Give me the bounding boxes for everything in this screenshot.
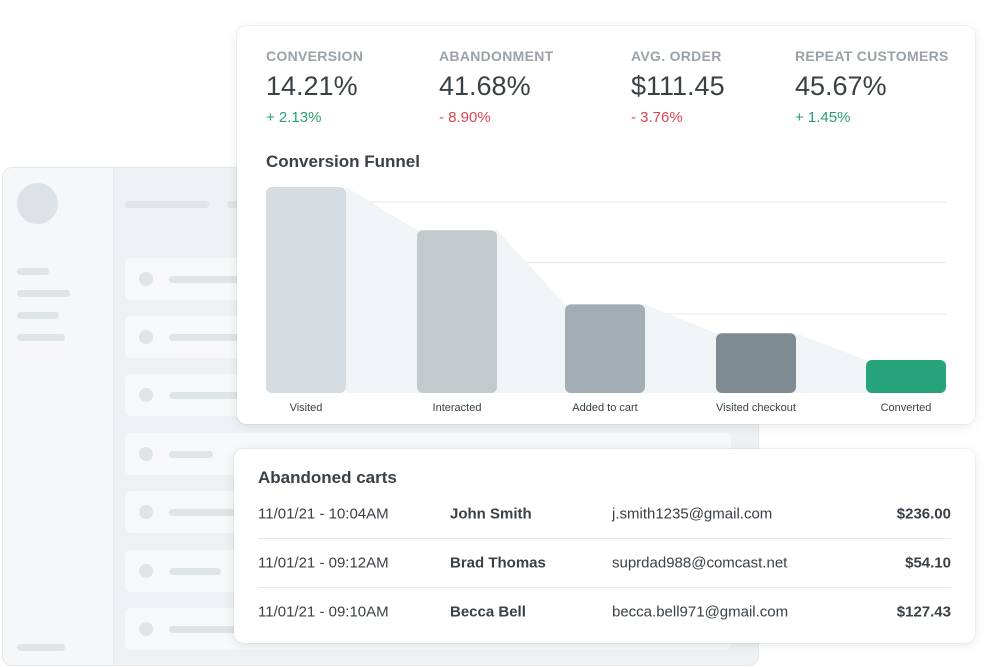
- stat-value: 41.68%: [439, 71, 531, 101]
- funnel-stage-label: Interacted: [432, 402, 482, 414]
- skeleton-nav-item: [17, 334, 65, 341]
- funnel-bar[interactable]: [266, 187, 346, 393]
- table-row[interactable]: 11/01/21 - 09:12AM Brad Thomas suprdad98…: [258, 539, 951, 588]
- cart-customer-name: Brad Thomas: [450, 554, 546, 572]
- cart-time: 11/01/21 - 09:10AM: [258, 603, 389, 621]
- funnel-stage-label: Visited checkout: [716, 402, 796, 414]
- skeleton-nav-item: [17, 268, 49, 275]
- stat-delta: - 8.90%: [439, 109, 491, 126]
- funnel-stage-label: Visited: [289, 402, 323, 414]
- funnel-title: Conversion Funnel: [266, 152, 420, 171]
- stat-value: $111.45: [631, 71, 725, 101]
- funnel-stage-label: Converted: [880, 402, 932, 414]
- carts-title: Abandoned carts: [258, 468, 397, 487]
- funnel-bar[interactable]: [565, 304, 645, 393]
- funnel-stage-label: Added to cart: [572, 402, 638, 414]
- conversion-funnel-chart: [266, 187, 946, 393]
- stat-label: AVG. ORDER: [631, 48, 722, 64]
- funnel-bar[interactable]: [417, 230, 497, 393]
- skeleton-header: [125, 201, 209, 208]
- funnel-bar[interactable]: [866, 360, 946, 393]
- skeleton-sidebar: [3, 168, 114, 665]
- cart-amount: $54.10: [905, 554, 951, 572]
- cart-amount: $236.00: [896, 505, 951, 523]
- cart-customer-email: suprdad988@comcast.net: [612, 554, 788, 572]
- stats-card: CONVERSION 14.21% + 2.13% ABANDONMENT 41…: [237, 26, 975, 424]
- stat-repeat-customers: REPEAT CUSTOMERS 45.67% + 1.45%: [795, 48, 949, 126]
- stat-label: REPEAT CUSTOMERS: [795, 48, 949, 64]
- cart-customer-name: Becca Bell: [450, 603, 526, 621]
- skeleton-nav-item: [17, 312, 59, 319]
- stat-label: CONVERSION: [266, 48, 364, 64]
- stat-value: 14.21%: [266, 71, 358, 101]
- stat-label: ABANDONMENT: [439, 48, 554, 64]
- skeleton-header: [227, 201, 239, 208]
- abandoned-carts-card: Abandoned carts 11/01/21 - 10:04AM John …: [234, 449, 975, 643]
- stat-avg-order: AVG. ORDER $111.45 - 3.76%: [631, 48, 725, 126]
- skeleton-nav-item: [17, 290, 70, 297]
- table-row[interactable]: 11/01/21 - 09:10AM Becca Bell becca.bell…: [258, 588, 951, 636]
- cart-customer-email: j.smith1235@gmail.com: [612, 505, 773, 523]
- skeleton-avatar: [17, 183, 58, 224]
- cart-time: 11/01/21 - 10:04AM: [258, 505, 389, 523]
- stat-abandonment: ABANDONMENT 41.68% - 8.90%: [439, 48, 554, 126]
- skeleton-nav-item: [17, 644, 65, 651]
- cart-time: 11/01/21 - 09:12AM: [258, 554, 389, 572]
- stat-delta: + 1.45%: [795, 109, 851, 126]
- cart-amount: $127.43: [896, 603, 951, 621]
- stat-delta: - 3.76%: [631, 109, 683, 126]
- stat-value: 45.67%: [795, 71, 887, 101]
- cart-customer-name: John Smith: [450, 505, 532, 523]
- cart-customer-email: becca.bell971@gmail.com: [612, 603, 789, 621]
- stat-conversion: CONVERSION 14.21% + 2.13%: [266, 48, 363, 126]
- funnel-bar[interactable]: [716, 333, 796, 393]
- table-row[interactable]: 11/01/21 - 10:04AM John Smith j.smith123…: [258, 490, 951, 539]
- stat-delta: + 2.13%: [266, 109, 322, 126]
